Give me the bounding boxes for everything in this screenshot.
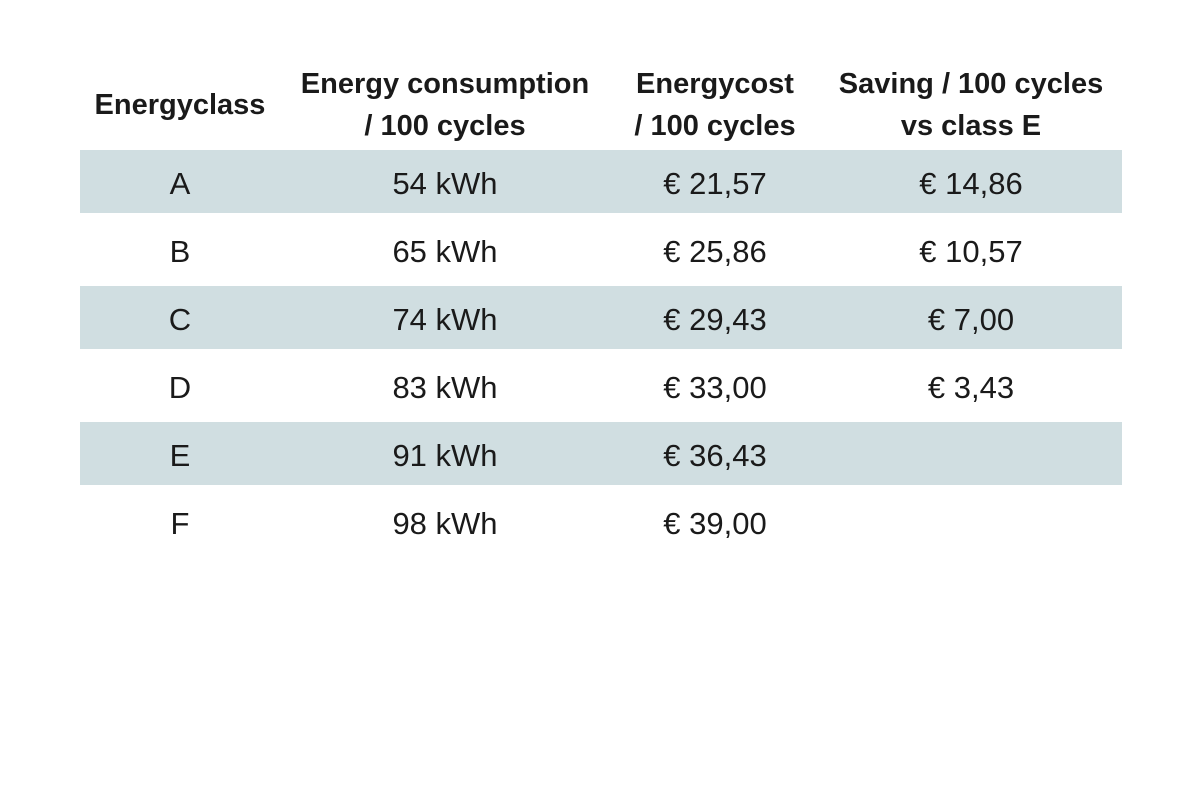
cell-cost: € 39,00	[663, 506, 767, 541]
cell-saving: € 7,00	[927, 302, 1015, 337]
table-row-b: B 65 kWh € 25,86 € 10,57	[80, 218, 1122, 286]
cell-consumption: 74 kWh	[392, 302, 498, 337]
header-energycost-line1: Energycost	[636, 68, 794, 100]
cell-cost: € 25,86	[663, 234, 767, 269]
table-row-e: E 91 kWh € 36,43	[80, 422, 1122, 490]
cell-energyclass: E	[169, 438, 191, 473]
cell-energyclass: A	[169, 166, 191, 201]
cell-consumption: 54 kWh	[392, 166, 498, 201]
cell-consumption: 83 kWh	[392, 370, 498, 405]
table-row-d: D 83 kWh € 33,00 € 3,43	[80, 354, 1122, 422]
header-energy-consumption: Energy consumption / 100 cycles	[280, 63, 610, 147]
cell-energyclass: F	[170, 506, 190, 541]
cell-energyclass: C	[168, 302, 192, 337]
table-row-c: C 74 kWh € 29,43 € 7,00	[80, 286, 1122, 354]
cell-energyclass: B	[169, 234, 191, 269]
cell-saving: € 10,57	[919, 234, 1023, 269]
cell-cost: € 36,43	[663, 438, 767, 473]
table-row-f: F 98 kWh € 39,00	[80, 490, 1122, 558]
header-energycost: Energycost / 100 cycles	[610, 63, 820, 147]
header-energy-consumption-line1: Energy consumption	[300, 68, 590, 100]
energy-class-table: Energyclass Energy consumption / 100 cyc…	[80, 60, 1122, 558]
header-energyclass: Energyclass	[80, 84, 280, 126]
header-saving: Saving / 100 cycles vs class E	[820, 63, 1122, 147]
header-energycost-line2: / 100 cycles	[634, 110, 796, 142]
cell-consumption: 98 kWh	[392, 506, 498, 541]
cell-energyclass: D	[168, 370, 192, 405]
cell-saving: € 14,86	[919, 166, 1023, 201]
table-row-a: A 54 kWh € 21,57 € 14,86	[80, 150, 1122, 218]
cell-saving: € 3,43	[927, 370, 1015, 405]
header-energyclass-label: Energyclass	[94, 89, 266, 121]
cell-consumption: 65 kWh	[392, 234, 498, 269]
cell-consumption: 91 kWh	[392, 438, 498, 473]
table-header-row: Energyclass Energy consumption / 100 cyc…	[80, 60, 1122, 150]
header-energy-consumption-line2: / 100 cycles	[364, 110, 526, 142]
header-saving-line2: vs class E	[900, 110, 1042, 142]
cell-cost: € 33,00	[663, 370, 767, 405]
cell-cost: € 29,43	[663, 302, 767, 337]
cell-cost: € 21,57	[663, 166, 767, 201]
header-saving-line1: Saving / 100 cycles	[838, 68, 1104, 100]
